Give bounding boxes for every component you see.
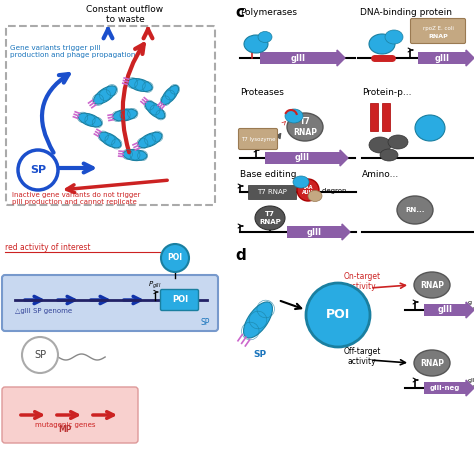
Text: RN...: RN...: [405, 207, 425, 213]
Text: $P_{gIII}$: $P_{gIII}$: [148, 280, 162, 291]
FancyBboxPatch shape: [2, 387, 138, 443]
Ellipse shape: [244, 302, 273, 338]
Text: gIII: gIII: [295, 154, 310, 163]
Polygon shape: [340, 150, 348, 166]
Bar: [382, 103, 390, 131]
Bar: [370, 103, 378, 131]
Ellipse shape: [293, 176, 309, 188]
Circle shape: [22, 337, 58, 373]
Text: Gene variants trigger pIII
production and phage propagation: Gene variants trigger pIII production an…: [10, 45, 136, 58]
FancyBboxPatch shape: [260, 52, 337, 64]
Ellipse shape: [415, 115, 445, 141]
Text: T7
RNAP: T7 RNAP: [259, 211, 281, 225]
Polygon shape: [466, 50, 474, 66]
Text: mutagenic genes: mutagenic genes: [35, 422, 95, 428]
Text: Amino...: Amino...: [362, 170, 399, 179]
Ellipse shape: [369, 34, 395, 54]
Text: rpoZ E. coli: rpoZ E. coli: [422, 26, 454, 30]
Polygon shape: [466, 302, 474, 318]
Polygon shape: [342, 224, 350, 240]
FancyBboxPatch shape: [424, 382, 466, 394]
Text: Base editing: Base editing: [240, 170, 297, 179]
Ellipse shape: [138, 132, 162, 148]
FancyBboxPatch shape: [265, 152, 340, 164]
FancyBboxPatch shape: [287, 226, 342, 238]
FancyBboxPatch shape: [424, 304, 466, 316]
Circle shape: [18, 150, 58, 190]
Text: gIII-neg: gIII-neg: [430, 385, 460, 391]
Text: Polymerases: Polymerases: [240, 8, 297, 17]
FancyBboxPatch shape: [248, 185, 296, 199]
Ellipse shape: [128, 79, 152, 91]
Ellipse shape: [414, 272, 450, 298]
Text: Proteases: Proteases: [240, 88, 284, 97]
Text: Protein-p...: Protein-p...: [362, 88, 411, 97]
Text: SP: SP: [34, 350, 46, 360]
Ellipse shape: [78, 113, 102, 127]
Text: POI: POI: [326, 309, 350, 321]
Text: Constant outflow
to waste: Constant outflow to waste: [86, 5, 164, 24]
Ellipse shape: [255, 206, 285, 230]
Ellipse shape: [388, 135, 408, 149]
Ellipse shape: [145, 101, 165, 119]
FancyBboxPatch shape: [418, 52, 466, 64]
Text: TAA
AUU: TAA AUU: [302, 184, 314, 195]
Text: RNAP: RNAP: [428, 34, 448, 38]
Text: c: c: [235, 5, 244, 20]
Text: gIII: gIII: [307, 228, 322, 237]
Text: T7
RNAP: T7 RNAP: [293, 117, 317, 137]
Text: DNA-binding protein: DNA-binding protein: [360, 8, 452, 17]
Ellipse shape: [258, 31, 272, 43]
Text: g
trans...: g trans...: [468, 300, 474, 311]
FancyBboxPatch shape: [238, 128, 277, 149]
Ellipse shape: [369, 137, 391, 153]
Text: gIII: gIII: [438, 306, 453, 315]
Ellipse shape: [99, 132, 121, 148]
FancyBboxPatch shape: [6, 26, 215, 205]
Text: POI: POI: [172, 295, 188, 304]
Text: RNAP: RNAP: [420, 281, 444, 290]
Text: red activity of interest: red activity of interest: [5, 243, 91, 252]
Text: POI: POI: [167, 254, 182, 263]
Text: MP: MP: [58, 425, 72, 434]
Text: On-target
activity: On-target activity: [344, 272, 381, 292]
Circle shape: [161, 244, 189, 272]
Text: d: d: [235, 248, 246, 263]
Ellipse shape: [287, 113, 323, 141]
FancyBboxPatch shape: [161, 290, 199, 310]
Circle shape: [297, 179, 319, 201]
Polygon shape: [466, 380, 474, 396]
Text: SP: SP: [30, 165, 46, 175]
FancyBboxPatch shape: [410, 18, 465, 44]
Text: △gIII SP genome: △gIII SP genome: [15, 308, 72, 314]
Ellipse shape: [113, 109, 137, 121]
Ellipse shape: [123, 149, 147, 161]
Ellipse shape: [93, 86, 117, 104]
Ellipse shape: [308, 191, 322, 201]
Ellipse shape: [397, 196, 433, 224]
Text: gIII: gIII: [435, 54, 449, 63]
FancyBboxPatch shape: [2, 275, 218, 331]
Text: Inactive gene variants do not trigger
pIII production and cannot replicate: Inactive gene variants do not trigger pI…: [12, 192, 140, 205]
Polygon shape: [337, 50, 345, 66]
Ellipse shape: [380, 149, 398, 161]
Ellipse shape: [414, 350, 450, 376]
Text: degron —: degron —: [322, 188, 356, 194]
Ellipse shape: [162, 85, 179, 105]
Text: gIII
trans...: gIII trans...: [468, 378, 474, 389]
Text: T7 lysozyme: T7 lysozyme: [241, 137, 275, 142]
Circle shape: [306, 283, 370, 347]
Ellipse shape: [244, 35, 268, 53]
Ellipse shape: [285, 109, 303, 123]
Text: SP: SP: [254, 350, 266, 359]
Text: SP: SP: [201, 318, 210, 327]
Text: gIII: gIII: [291, 54, 306, 63]
Ellipse shape: [385, 30, 403, 44]
Text: T7 RNAP: T7 RNAP: [257, 189, 287, 195]
Text: Off-target
activity: Off-target activity: [343, 347, 381, 366]
Text: RNAP: RNAP: [420, 358, 444, 367]
